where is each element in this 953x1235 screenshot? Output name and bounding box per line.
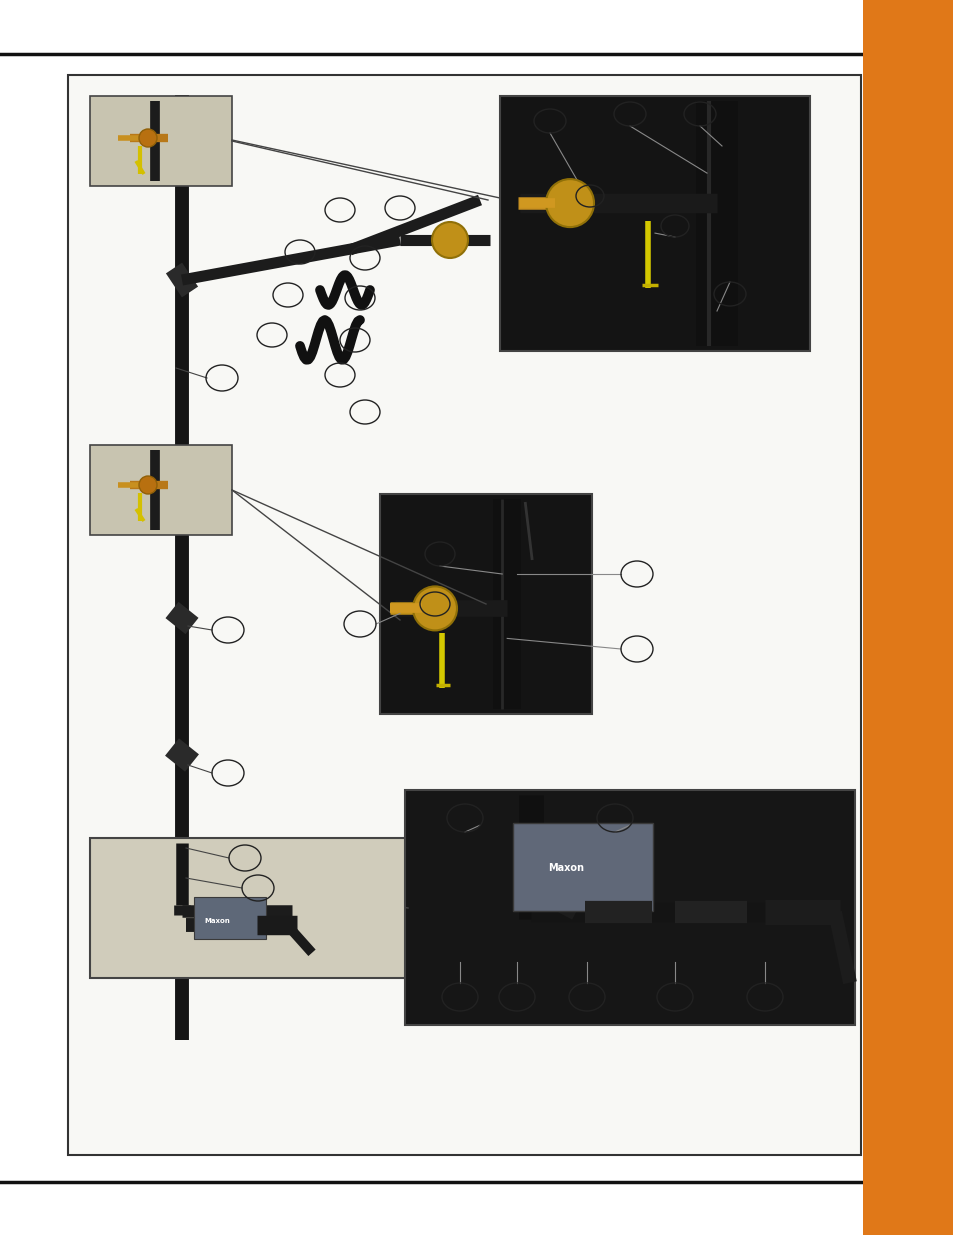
Circle shape	[139, 475, 157, 494]
Text: Maxon: Maxon	[204, 918, 230, 924]
Circle shape	[545, 179, 594, 227]
Circle shape	[139, 128, 157, 147]
Circle shape	[413, 587, 456, 630]
Bar	[379, 494, 592, 714]
Bar	[405, 790, 854, 1025]
Bar	[862, 0, 953, 1235]
Bar	[90, 839, 408, 978]
Bar	[193, 897, 266, 939]
Circle shape	[432, 222, 468, 258]
Bar	[90, 445, 232, 535]
Bar	[90, 96, 232, 186]
Bar	[513, 823, 652, 911]
Bar	[68, 75, 861, 1155]
Bar	[499, 96, 809, 351]
Text: Maxon: Maxon	[547, 863, 583, 873]
